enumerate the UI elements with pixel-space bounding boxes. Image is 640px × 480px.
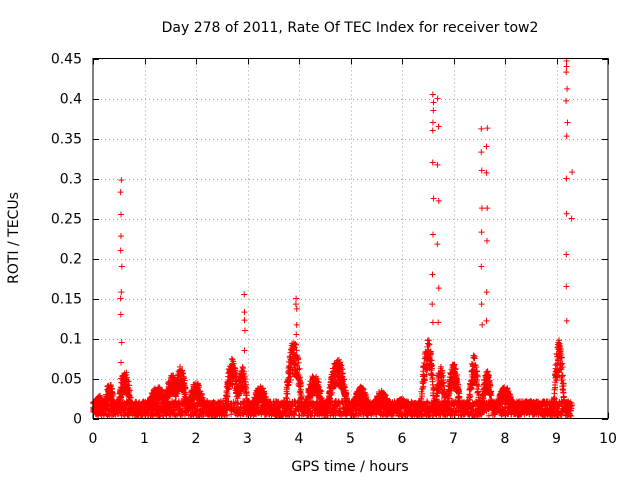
data-point	[126, 382, 133, 389]
data-point	[230, 360, 237, 367]
data-point	[107, 381, 114, 388]
data-point	[174, 390, 181, 397]
data-point	[223, 412, 230, 419]
data-point	[198, 391, 205, 398]
data-point	[179, 412, 186, 419]
data-point	[126, 387, 133, 394]
data-points	[89, 57, 576, 420]
data-point	[242, 381, 249, 388]
axis-ticks	[93, 58, 609, 420]
data-point	[236, 390, 243, 397]
data-point	[125, 378, 132, 385]
data-point	[234, 399, 241, 406]
data-point	[182, 385, 189, 392]
data-point	[123, 374, 130, 381]
data-point	[199, 394, 206, 401]
data-point	[233, 374, 240, 381]
data-point	[177, 363, 184, 370]
data-point	[240, 368, 247, 375]
data-point	[419, 386, 426, 393]
data-point	[194, 403, 201, 410]
data-point	[120, 412, 127, 419]
data-point	[224, 393, 231, 400]
data-point	[425, 340, 432, 347]
grid-lines	[93, 58, 608, 419]
data-point	[109, 391, 116, 398]
data-point	[123, 369, 130, 376]
chart-title: Day 278 of 2011, Rate Of TEC Index for r…	[162, 20, 539, 36]
data-point	[232, 370, 239, 377]
data-point	[239, 365, 246, 372]
data-point	[425, 337, 432, 344]
